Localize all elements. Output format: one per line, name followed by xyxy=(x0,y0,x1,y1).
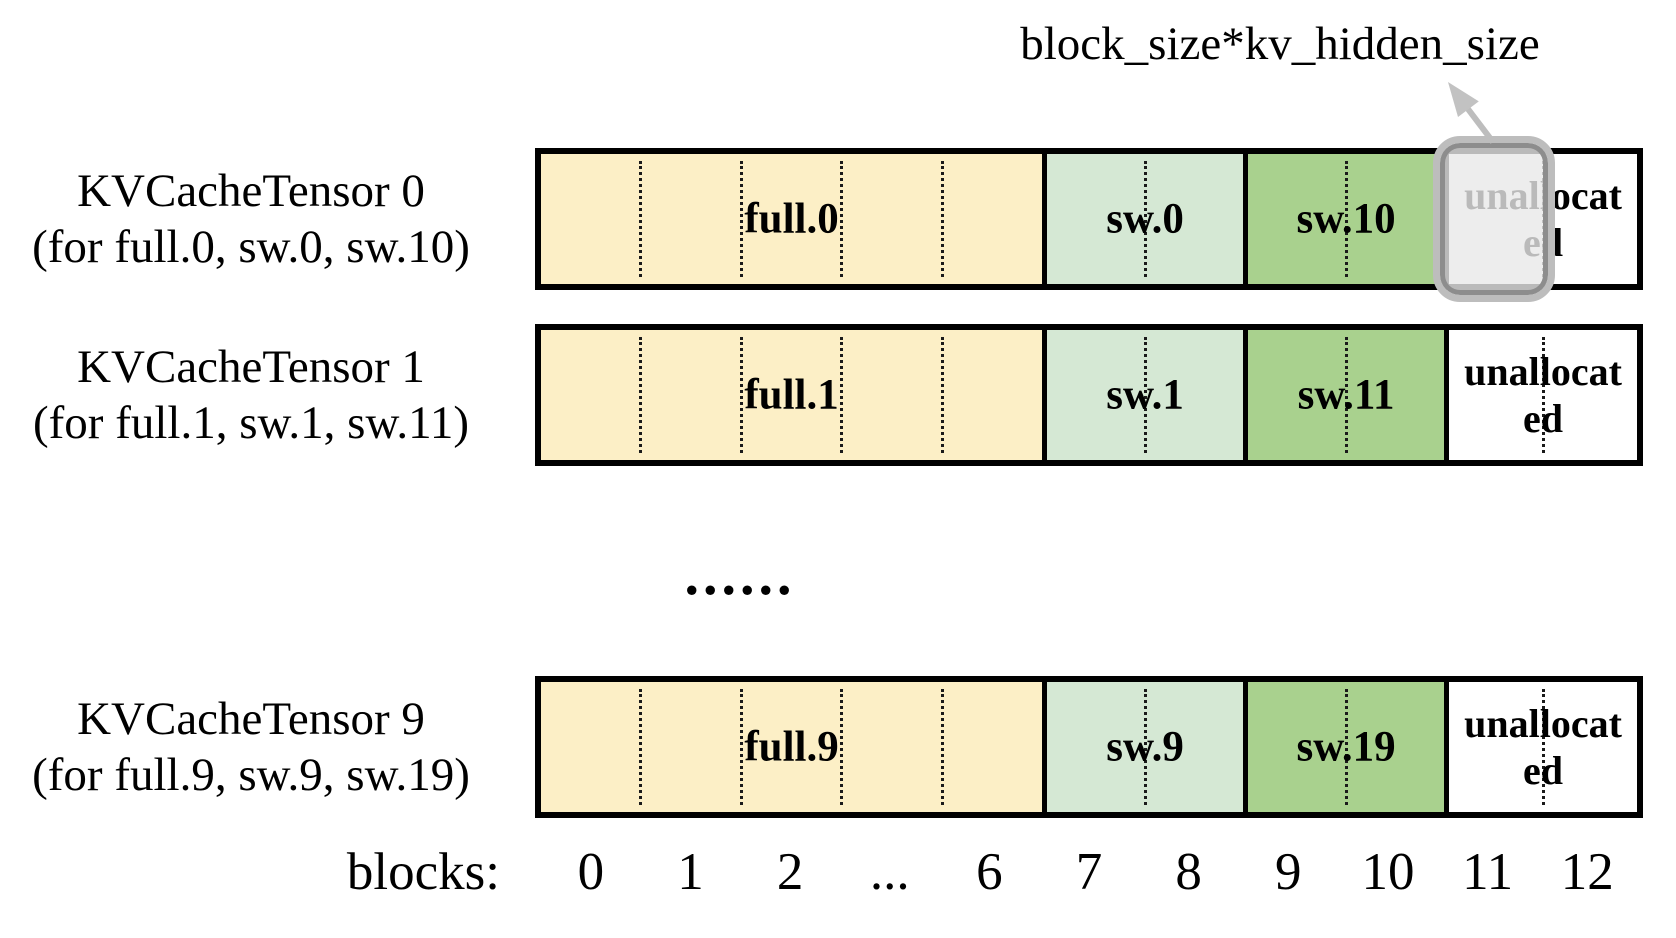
segment-sw-low: sw.0 xyxy=(1042,154,1244,284)
segment-label: sw.9 xyxy=(1106,723,1184,771)
row-label-1: KVCacheTensor 1 (for full.1, sw.1, sw.11… xyxy=(6,339,496,451)
block-cell xyxy=(840,161,941,277)
kv-cache-row-1: KVCacheTensor 1 (for full.1, sw.1, sw.11… xyxy=(0,324,1676,466)
segment-label: full.1 xyxy=(744,371,839,419)
segment-label: sw.11 xyxy=(1297,371,1395,419)
tensor-bar-9: full.9 sw.9 sw.19 unallocated xyxy=(535,676,1643,818)
row-label-0: KVCacheTensor 0 (for full.0, sw.0, sw.10… xyxy=(6,163,496,275)
row-label-9: KVCacheTensor 9 (for full.9, sw.9, sw.19… xyxy=(6,691,496,803)
block-cell xyxy=(638,337,740,453)
axis-tick: 9 xyxy=(1275,843,1302,901)
block-cell xyxy=(1344,337,1445,453)
block-highlight-box xyxy=(1433,136,1555,302)
segment-sw-high: sw.11 xyxy=(1243,330,1445,460)
segment-label: unallocated xyxy=(1464,349,1622,441)
block-cell xyxy=(1541,689,1637,805)
block-cell xyxy=(541,161,639,277)
segment-full: full.9 xyxy=(541,682,1043,812)
row-title: KVCacheTensor 0 xyxy=(77,165,425,217)
segment-sw-high: sw.10 xyxy=(1243,154,1445,284)
segment-sw-low: sw.9 xyxy=(1042,682,1244,812)
segment-full: full.1 xyxy=(541,330,1043,460)
block-cell xyxy=(739,337,841,453)
segment-unallocated: unallocated xyxy=(1444,330,1637,460)
segment-label: sw.10 xyxy=(1296,195,1396,243)
segment-label: sw.0 xyxy=(1106,195,1184,243)
row-subtitle: (for full.0, sw.0, sw.10) xyxy=(32,221,470,273)
block-cell xyxy=(638,689,740,805)
axis-tick: 2 xyxy=(776,843,804,901)
block-cell xyxy=(941,337,1042,453)
block-cell xyxy=(1344,689,1445,805)
row-title: KVCacheTensor 9 xyxy=(77,693,425,745)
segment-label: unallocated xyxy=(1464,701,1622,793)
axis-tick: 10 xyxy=(1361,843,1415,901)
rows-ellipsis: ...... xyxy=(684,542,796,607)
block-cell xyxy=(1541,337,1637,453)
axis-tick: 1 xyxy=(677,843,704,901)
axis-tick: 12 xyxy=(1560,843,1614,901)
block-cell xyxy=(541,689,639,805)
segment-label: sw.1 xyxy=(1106,371,1184,419)
axis-tick: 6 xyxy=(976,843,1003,901)
block-cell xyxy=(541,337,639,453)
axis-tick: 8 xyxy=(1175,843,1202,901)
segment-full: full.0 xyxy=(541,154,1043,284)
tensor-bar-1: full.1 sw.1 sw.11 unallocated xyxy=(535,324,1643,466)
block-cell xyxy=(840,689,941,805)
block-cell xyxy=(1143,161,1244,277)
segment-unallocated: unallocated xyxy=(1444,682,1637,812)
annotation-label: block_size*kv_hidden_size xyxy=(1020,18,1540,70)
axis-tick: 0 xyxy=(577,843,605,901)
segment-label: sw.19 xyxy=(1296,723,1396,771)
block-cell xyxy=(638,161,740,277)
kv-cache-row-9: KVCacheTensor 9 (for full.9, sw.9, sw.19… xyxy=(0,676,1676,818)
axis-tick: 7 xyxy=(1075,843,1103,901)
row-title: KVCacheTensor 1 xyxy=(77,341,425,393)
block-cell xyxy=(739,689,841,805)
block-cell xyxy=(941,161,1042,277)
blocks-axis-label: blocks: xyxy=(346,843,500,901)
segment-sw-high: sw.19 xyxy=(1243,682,1445,812)
row-subtitle: (for full.1, sw.1, sw.11) xyxy=(33,397,469,449)
block-cell xyxy=(1344,161,1445,277)
block-cell xyxy=(739,161,841,277)
segment-sw-low: sw.1 xyxy=(1042,330,1244,460)
block-cell xyxy=(1143,689,1244,805)
axis-tick: ... xyxy=(869,843,910,901)
row-subtitle: (for full.9, sw.9, sw.19) xyxy=(32,749,470,801)
block-cell xyxy=(840,337,941,453)
blocks-axis: 0 1 2 ... 6 7 8 9 10 11 12 xyxy=(541,842,1637,902)
kv-cache-row-0: KVCacheTensor 0 (for full.0, sw.0, sw.10… xyxy=(0,148,1676,290)
block-cell xyxy=(941,689,1042,805)
axis-tick: 11 xyxy=(1462,843,1514,901)
block-cell xyxy=(1143,337,1244,453)
segment-label: full.9 xyxy=(744,723,839,771)
segment-label: full.0 xyxy=(744,195,839,243)
